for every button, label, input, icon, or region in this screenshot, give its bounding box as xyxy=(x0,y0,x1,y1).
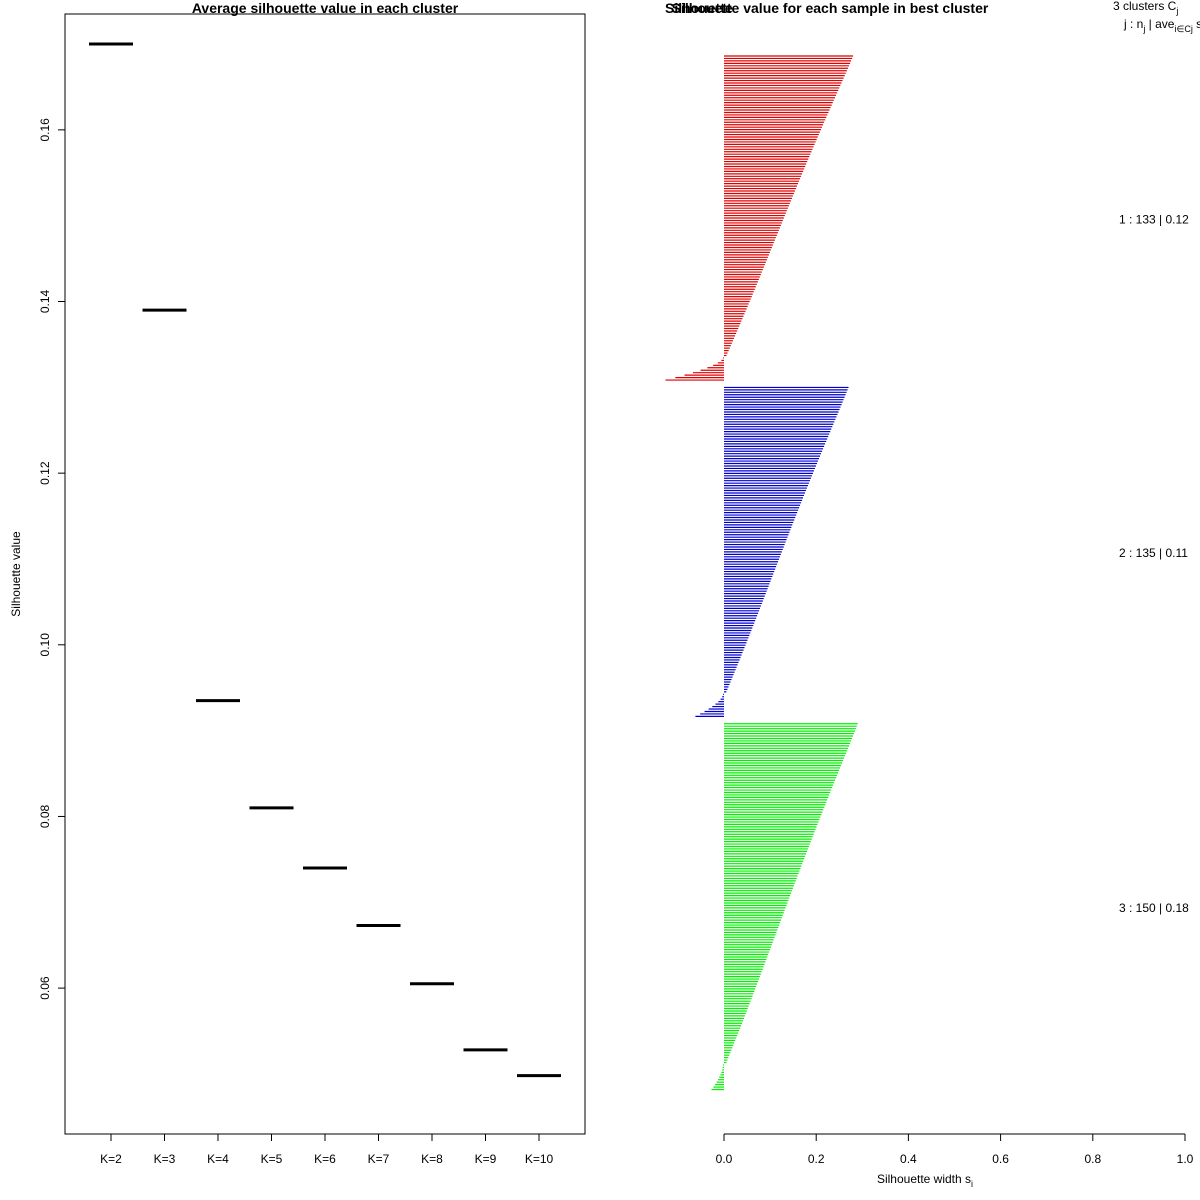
right-x-tick-label: 0.6 xyxy=(992,1152,1009,1166)
right-x-tick-label: 0.8 xyxy=(1084,1152,1101,1166)
left-y-axis: 0.06 0.08 0.10 0.12 0.14 0.16 xyxy=(38,118,66,1000)
right-chart-title: Silhouette value for each sample in best… xyxy=(672,0,989,16)
cluster-header-line2: j : nj | avei∈Cj s xyxy=(1123,17,1200,34)
left-y-tick-label: 0.08 xyxy=(38,804,52,828)
right-title-overlap: Silhouette xyxy=(665,0,733,16)
cluster-header-sub: j xyxy=(1175,6,1178,16)
left-x-tick-label: K=3 xyxy=(154,1152,176,1166)
cluster-header-line1: 3 clusters Cj xyxy=(1113,0,1178,16)
right-x-axis-label: Silhouette width si xyxy=(877,1172,973,1189)
left-y-tick-label: 0.10 xyxy=(38,633,52,657)
cluster-label: 2 : 135 | 0.11 xyxy=(1119,546,1188,560)
left-panel: Average silhouette value in each cluster… xyxy=(9,0,586,1166)
left-x-tick-label: K=4 xyxy=(207,1152,229,1166)
right-x-tick-label: 0.0 xyxy=(716,1152,733,1166)
left-series xyxy=(89,42,561,1078)
left-x-tick-label: K=8 xyxy=(421,1152,443,1166)
left-x-tick-label: K=5 xyxy=(261,1152,283,1166)
left-x-tick-label: K=7 xyxy=(368,1152,390,1166)
right-x-tick-label: 1.0 xyxy=(1177,1152,1194,1166)
cluster-labels: 1 : 133 | 0.12 2 : 135 | 0.11 3 : 150 | 0.… xyxy=(1119,212,1189,915)
right-x-axis: 0.0 0.2 0.4 0.6 0.8 1.0 xyxy=(716,1133,1194,1166)
cluster-header-nsub: j xyxy=(1142,24,1145,34)
left-x-tick-label: K=9 xyxy=(475,1152,497,1166)
cluster-label: 1 : 133 | 0.12 xyxy=(1119,212,1189,226)
right-x-tick-label: 0.4 xyxy=(900,1152,917,1166)
right-panel: Silhouette value for each sample in best… xyxy=(665,0,1200,1189)
cluster-header-j: j : n xyxy=(1123,17,1143,31)
silhouette-bars xyxy=(665,55,858,1091)
left-y-tick-label: 0.14 xyxy=(38,290,52,314)
cluster-header-s: s xyxy=(1193,17,1200,31)
left-plot-frame xyxy=(64,13,586,1135)
left-x-tick-label: K=2 xyxy=(100,1152,122,1166)
left-y-tick-label: 0.16 xyxy=(38,118,52,142)
cluster-label: 3 : 150 | 0.18 xyxy=(1119,901,1189,915)
right-x-tick-label: 0.2 xyxy=(808,1152,825,1166)
left-x-tick-label: K=10 xyxy=(525,1152,554,1166)
cluster-header-avesub: i∈Cj xyxy=(1174,24,1192,34)
cluster-header-count: 3 clusters C xyxy=(1113,0,1177,13)
right-x-axis-label-sub: i xyxy=(971,1179,973,1189)
left-x-axis: K=2 K=3 K=4 K=5 K=6 K=7 K=8 K=9 K=10 xyxy=(100,1133,554,1166)
right-x-axis-label-main: Silhouette width s xyxy=(877,1172,971,1186)
cluster-header-ave: | ave xyxy=(1145,17,1174,31)
left-y-tick-label: 0.06 xyxy=(38,976,52,1000)
left-chart-title: Average silhouette value in each cluster xyxy=(192,0,459,16)
left-x-tick-label: K=6 xyxy=(314,1152,336,1166)
left-y-tick-label: 0.12 xyxy=(38,461,52,485)
left-y-axis-label: Silhouette value xyxy=(9,531,23,617)
